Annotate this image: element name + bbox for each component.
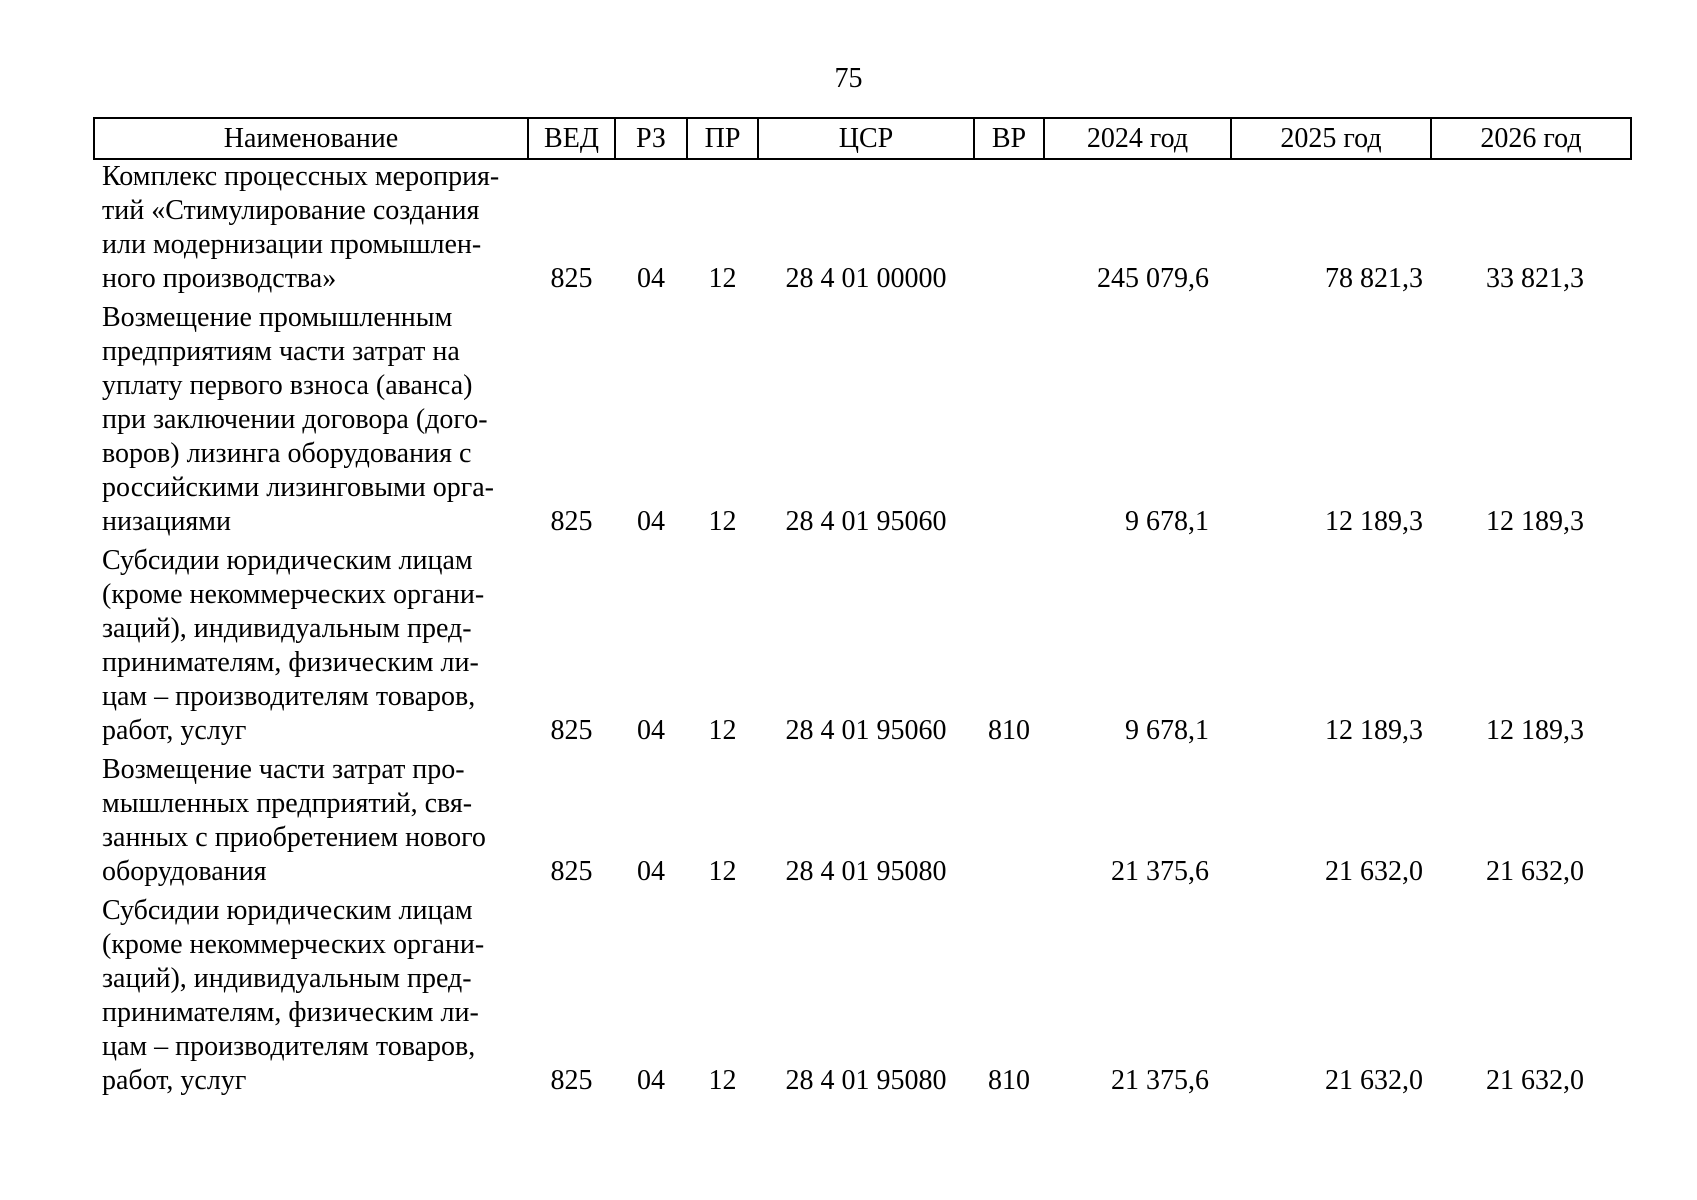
row-2026-cell: 12 189,3 [1486, 506, 1584, 537]
row-2025-cell: 21 632,0 [1325, 856, 1423, 887]
row-name-cell: Субсидии юридическим лицам (кроме некомм… [102, 545, 485, 746]
row-name-cell: Субсидии юридическим лицам (кроме некомм… [102, 895, 485, 1096]
row-name-cell: Возмещение части затрат про- мышленных п… [102, 754, 486, 887]
row-csr-cell: 28 4 01 95060 [785, 506, 947, 537]
row-2026-cell: 21 632,0 [1486, 1065, 1584, 1096]
row-pr-cell: 12 [708, 715, 737, 746]
row-vr-cell [974, 159, 1044, 301]
row-name-cell: Возмещение промышленным предприятиям час… [102, 302, 494, 537]
row-2024-cell: 9 678,1 [1125, 506, 1209, 537]
table-body: Комплекс процессных мероприя- тий «Стиму… [94, 159, 1631, 1103]
row-ved-cell: 825 [550, 856, 593, 887]
row-2026-cell: 33 821,3 [1486, 263, 1584, 294]
header-cell-pr: ПР [686, 117, 759, 160]
row-rz-cell: 04 [637, 715, 665, 746]
table-row: Субсидии юридическим лицам (кроме некомм… [94, 894, 1631, 1103]
row-csr-cell: 28 4 01 95060 [785, 715, 947, 746]
header-cell-2025: 2025 год [1230, 117, 1432, 160]
row-pr-cell: 12 [708, 506, 737, 537]
row-2024-cell: 9 678,1 [1125, 715, 1209, 746]
row-rz-cell: 04 [637, 1065, 665, 1096]
header-cell-rz: РЗ [614, 117, 688, 160]
row-ved-cell: 825 [550, 715, 593, 746]
header-cell-csr: ЦСР [757, 117, 975, 160]
row-csr-cell: 28 4 01 00000 [785, 263, 947, 294]
row-2026-cell: 12 189,3 [1486, 715, 1584, 746]
header-cell-vr: ВР [973, 117, 1045, 160]
page-number: 75 [834, 63, 863, 94]
row-2025-cell: 12 189,3 [1325, 506, 1423, 537]
row-2024-cell: 21 375,6 [1111, 1065, 1209, 1096]
header-cell-ved: ВЕД [527, 117, 616, 160]
row-vr-cell [974, 753, 1044, 894]
row-ved-cell: 825 [550, 1065, 593, 1096]
budget-table: Наименование ВЕД РЗ ПР ЦСР ВР 2024 год 2… [93, 117, 1632, 1103]
table-row: Возмещение промышленным предприятиям час… [94, 301, 1631, 544]
header-row: Наименование ВЕД РЗ ПР ЦСР ВР 2024 год 2… [93, 117, 1632, 160]
row-vr-cell [974, 301, 1044, 544]
row-pr-cell: 12 [708, 1065, 737, 1096]
row-2025-cell: 78 821,3 [1325, 263, 1423, 294]
row-rz-cell: 04 [637, 506, 665, 537]
header-cell-2026: 2026 год [1430, 117, 1632, 160]
header-cell-2024: 2024 год [1043, 117, 1232, 160]
row-2025-cell: 21 632,0 [1325, 1065, 1423, 1096]
row-vr-cell: 810 [988, 715, 1030, 746]
row-rz-cell: 04 [637, 263, 665, 294]
row-2025-cell: 12 189,3 [1325, 715, 1423, 746]
row-csr-cell: 28 4 01 95080 [785, 856, 947, 887]
table-row: Субсидии юридическим лицам (кроме некомм… [94, 544, 1631, 753]
row-csr-cell: 28 4 01 95080 [785, 1065, 947, 1096]
row-rz-cell: 04 [637, 856, 665, 887]
row-name-cell: Комплекс процессных мероприя- тий «Стиму… [102, 161, 500, 294]
row-vr-cell: 810 [988, 1065, 1030, 1096]
row-ved-cell: 825 [550, 506, 593, 537]
row-2026-cell: 21 632,0 [1486, 856, 1584, 887]
row-2024-cell: 245 079,6 [1097, 263, 1209, 294]
header-cell-name: Наименование [93, 117, 529, 160]
row-pr-cell: 12 [708, 856, 737, 887]
row-pr-cell: 12 [708, 263, 737, 294]
row-ved-cell: 825 [550, 263, 593, 294]
row-2024-cell: 21 375,6 [1111, 856, 1209, 887]
table-row: Возмещение части затрат про- мышленных п… [94, 753, 1631, 894]
table-row: Комплекс процессных мероприя- тий «Стиму… [94, 159, 1631, 301]
